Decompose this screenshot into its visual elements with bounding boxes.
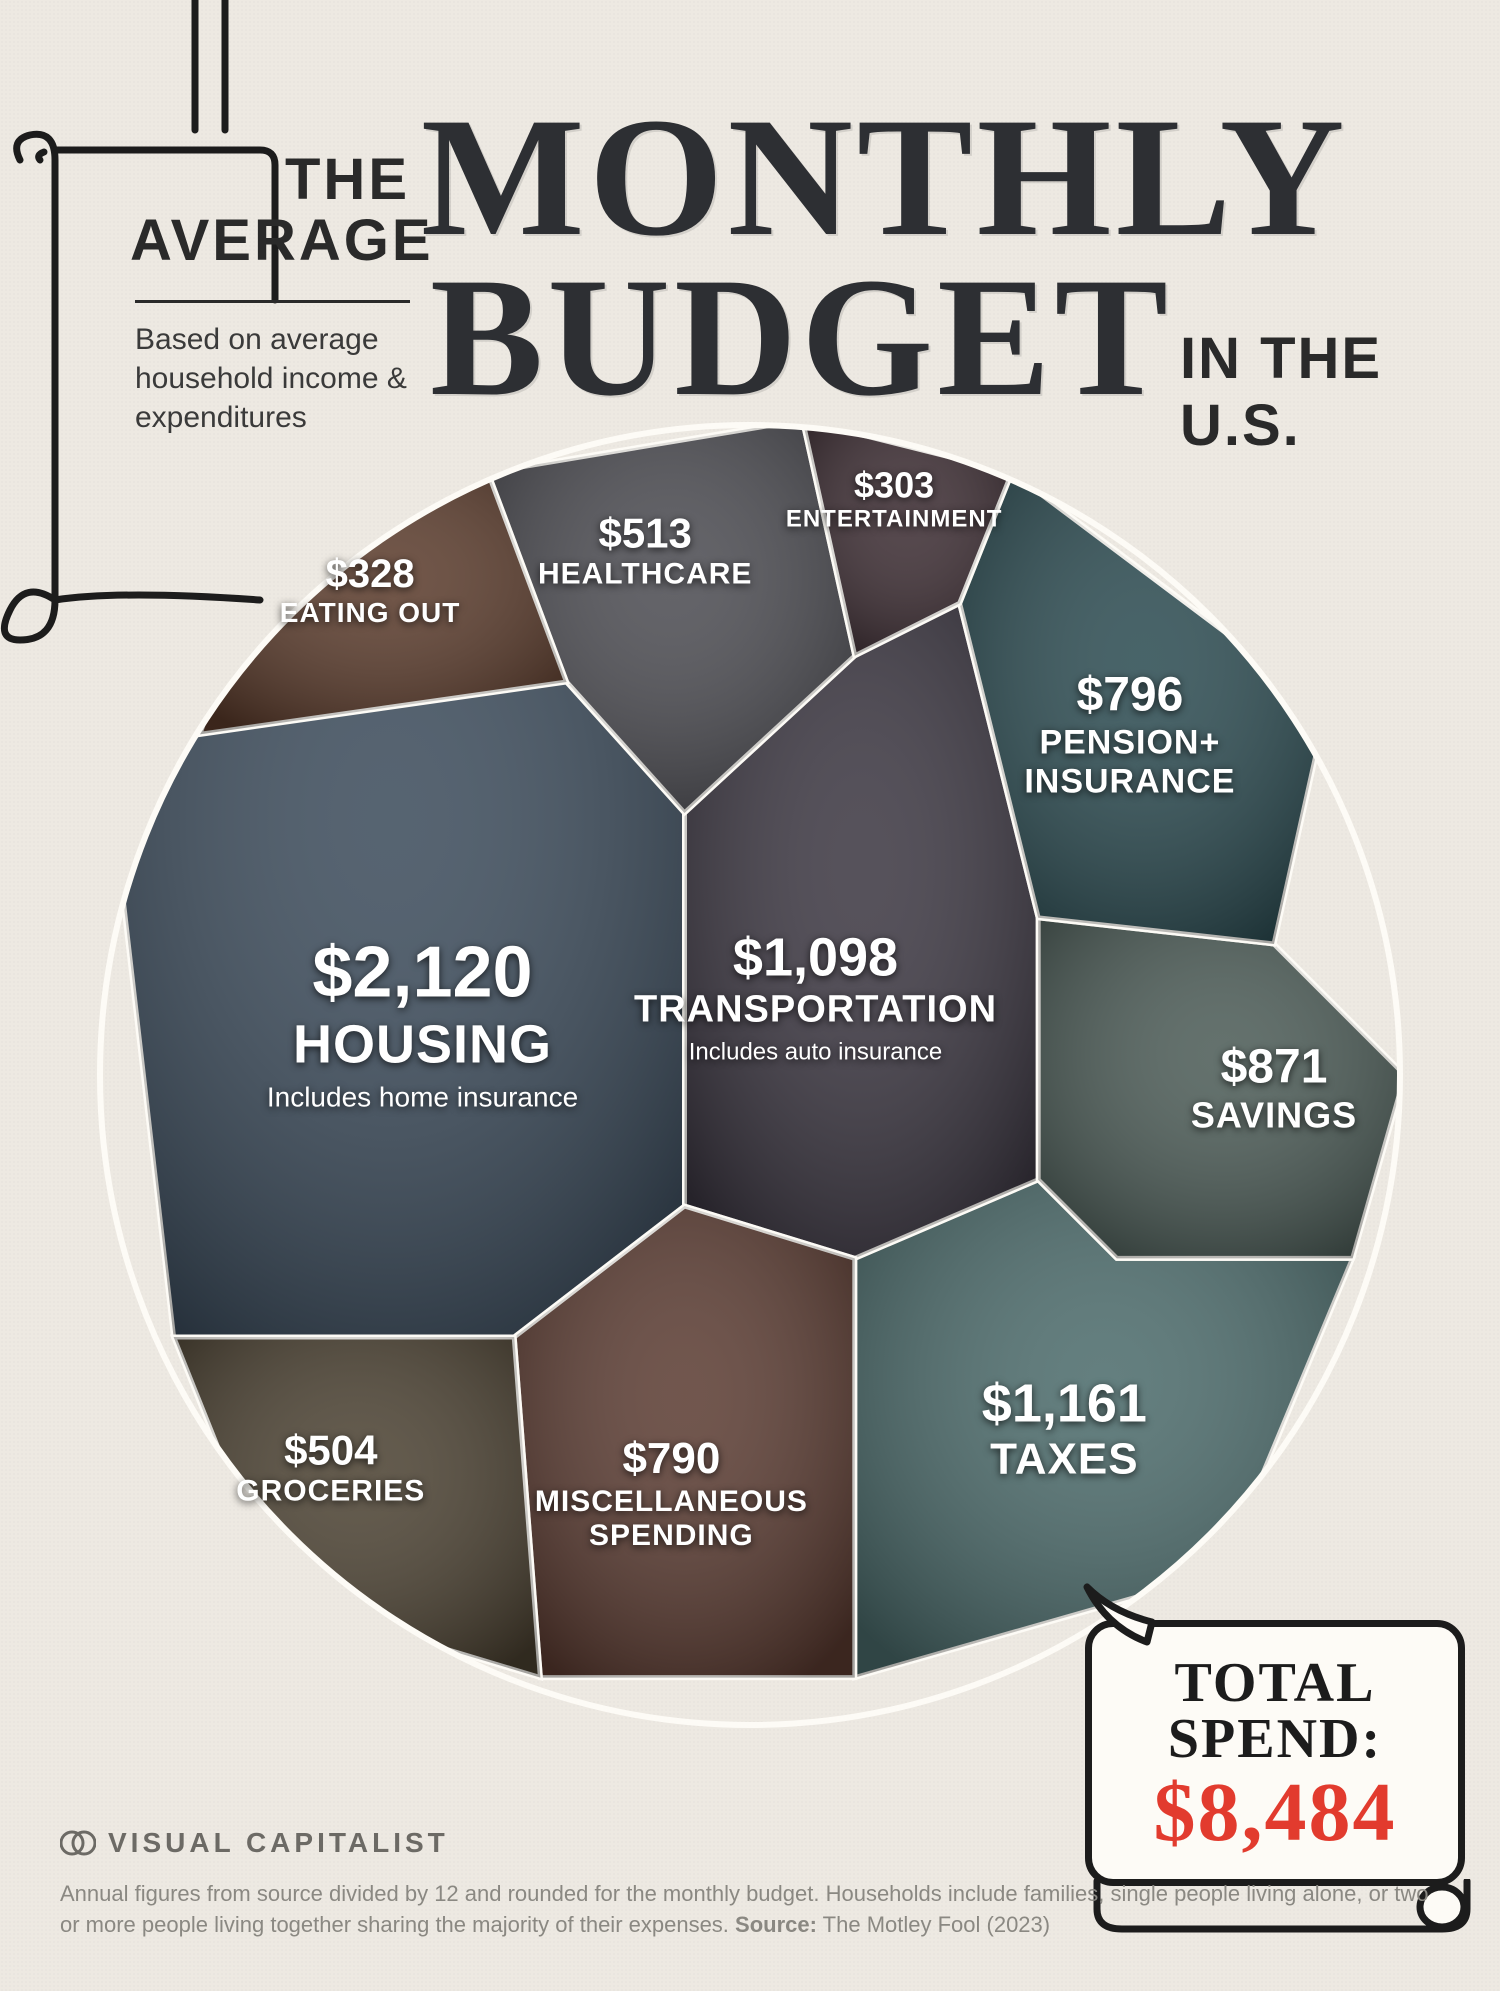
segment-label-eating_out: $328EATING OUT (280, 551, 461, 629)
segment-label-savings: $871SAVINGS (1191, 1040, 1357, 1137)
segment-label-pension: $796PENSION+INSURANCE (1024, 668, 1235, 801)
segment-amount: $2,120 (267, 931, 578, 1014)
segment-category: EATING OUT (280, 597, 461, 629)
budget-chart: $2,120HOUSING Includes home insurance $1,1… (95, 420, 1405, 1730)
segment-amount: $1,098 (634, 927, 997, 989)
segment-category: TAXES (982, 1434, 1147, 1485)
subtitle-rule (135, 300, 410, 303)
segment-category: PENSION+ (1024, 723, 1235, 762)
segment-note: Includes auto insurance (634, 1038, 997, 1066)
segment-amount: $328 (280, 551, 461, 597)
speech-tail-icon (1077, 1572, 1157, 1652)
segment-note: Includes home insurance (267, 1082, 578, 1114)
title-prefix: THE AVERAGE (130, 150, 410, 272)
segment-category: SAVINGS (1191, 1095, 1357, 1136)
source-value: The Motley Fool (2023) (823, 1912, 1050, 1937)
segment-label-housing: $2,120HOUSING Includes home insurance (267, 931, 578, 1114)
segment-label-healthcare: $513HEALTHCARE (538, 510, 752, 593)
segment-amount: $513 (538, 510, 752, 558)
title-budget: BUDGET (430, 240, 1172, 435)
source-label: Source: (735, 1912, 817, 1937)
total-label: TOTAL SPEND: (1118, 1655, 1432, 1767)
segment-amount: $871 (1191, 1040, 1357, 1095)
segment-category: INSURANCE (1024, 762, 1235, 801)
segment-category: HEALTHCARE (538, 558, 752, 593)
segment-category: HOUSING (267, 1014, 578, 1076)
segment-category: TRANSPORTATION (634, 989, 997, 1033)
segment-label-groceries: $504GROCERIES (236, 1427, 425, 1510)
segment-category: ENTERTAINMENT (786, 505, 1003, 533)
segment-label-transportation: $1,098TRANSPORTATION Includes auto insura… (634, 927, 997, 1066)
title-the: THE (285, 147, 410, 212)
segment-label-taxes: $1,161TAXES (982, 1372, 1147, 1485)
segment-label-entertainment: $303ENTERTAINMENT (786, 464, 1003, 533)
segment-amount: $1,161 (982, 1372, 1147, 1434)
brand-logo-icon (60, 1825, 96, 1861)
footer: VISUAL CAPITALIST Annual figures from so… (60, 1825, 1440, 1941)
title-average: AVERAGE (130, 208, 434, 273)
segment-label-misc: $790MISCELLANEOUSSPENDING (535, 1434, 808, 1554)
segment-category: SPENDING (535, 1519, 808, 1554)
brand-name: VISUAL CAPITALIST (108, 1827, 449, 1859)
segment-amount: $796 (1024, 668, 1235, 723)
footnote: Annual figures from source divided by 12… (60, 1879, 1440, 1941)
segment-amount: $303 (786, 464, 1003, 505)
segment-category: GROCERIES (236, 1475, 425, 1510)
segment-amount: $504 (236, 1427, 425, 1475)
segment-amount: $790 (535, 1434, 808, 1485)
segment-category: MISCELLANEOUS (535, 1485, 808, 1520)
brand: VISUAL CAPITALIST (60, 1825, 1440, 1861)
